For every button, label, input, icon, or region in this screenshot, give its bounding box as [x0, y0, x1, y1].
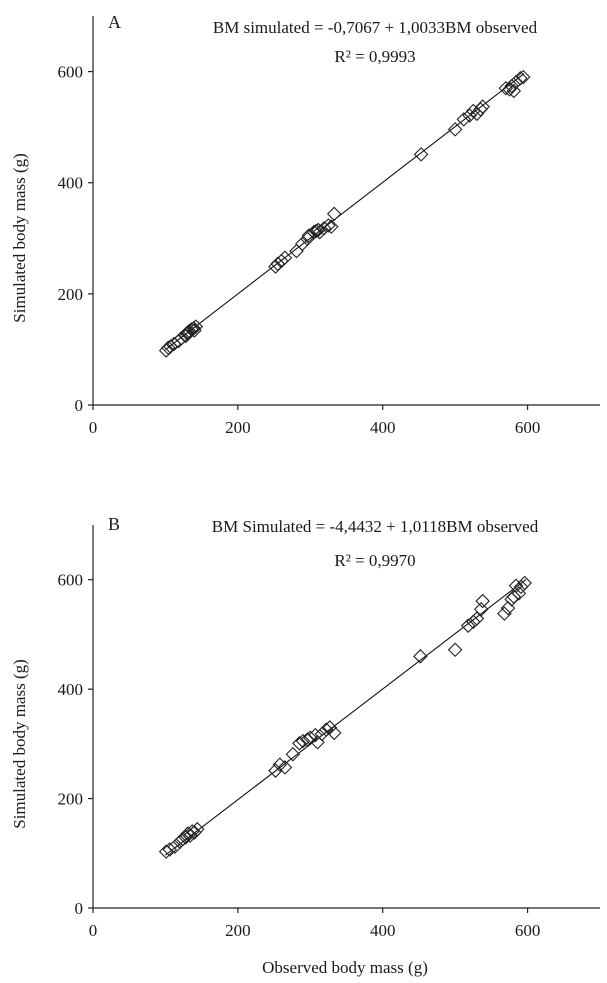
panel-a-y-tick-label: 600 — [58, 63, 84, 82]
panel-a: A BM simulated = -0,7067 + 1,0033BM obse… — [10, 12, 600, 437]
panel-b-trendline — [165, 578, 527, 856]
panel-b-data-point — [272, 757, 288, 772]
panel-a-data-point — [475, 99, 490, 114]
panel-a-y-axis-label: Simulated body mass (g) — [10, 153, 29, 323]
panel-a-y-tick-label: 400 — [58, 174, 84, 193]
panel-b-r2: R² = 0,9970 — [334, 551, 415, 570]
panel-b-equation: BM Simulated = -4,4432 + 1,0118BM observ… — [212, 517, 539, 536]
panel-a-data-point — [513, 70, 528, 86]
panel-b-x-tick-label: 600 — [515, 921, 541, 940]
panel-b-data-point — [292, 736, 307, 751]
panel-a-data-point — [515, 69, 531, 85]
panel-b-data-point — [517, 575, 532, 591]
panel-a-equation: BM simulated = -0,7067 + 1,0033BM observ… — [213, 18, 538, 37]
panel-a-data-point — [504, 78, 519, 94]
panel-b-data-point — [190, 821, 205, 837]
panel-a-data-point — [277, 250, 293, 266]
panel-a-label: A — [108, 12, 121, 32]
panel-b-data-point — [504, 592, 519, 607]
panel-a-data-point — [161, 340, 176, 356]
panel-b-data-point — [277, 760, 293, 775]
panel-a-x-tick-label: 400 — [370, 418, 396, 437]
panel-a-data-point — [289, 243, 304, 259]
panel-b-data-point — [172, 834, 188, 850]
panel-b-x-tick-label: 200 — [225, 921, 251, 940]
panel-a-data-point — [188, 319, 204, 334]
panel-a-data-point — [473, 102, 488, 117]
panel-a-plot-area: 0 200 400 600 0 200 400 600 — [58, 16, 600, 437]
panel-b-x-axis-label: Observed body mass (g) — [262, 958, 428, 977]
panel-a-data-point — [321, 218, 336, 233]
panel-a-data-point — [178, 328, 193, 344]
panel-b-y-tick-label: 400 — [58, 680, 84, 699]
panel-b-data-point — [167, 839, 183, 854]
panel-a-data-point — [326, 206, 342, 222]
panel-a-data-point — [462, 108, 477, 123]
panel-b-data-point — [513, 579, 529, 595]
panel-a-data-point — [301, 228, 317, 243]
panel-a-y-tick-label: 200 — [58, 285, 84, 304]
panel-b-data-point — [447, 642, 463, 658]
panel-b-x-tick-label: 0 — [89, 921, 98, 940]
panel-b-data-point — [182, 828, 198, 844]
panel-a-x-tick-label: 600 — [515, 418, 541, 437]
panel-b-data-point — [187, 825, 202, 840]
panel-b-label: B — [108, 514, 120, 534]
panel-b-data-point — [326, 725, 342, 741]
panel-a-r2: R² = 0,9993 — [334, 47, 415, 66]
panel-a-x-tick-label: 0 — [89, 418, 98, 437]
panel-a-y-tick-label: 0 — [75, 396, 84, 415]
panel-b-data-point — [473, 601, 489, 617]
panel-b-x-tick-label: 400 — [370, 921, 396, 940]
panel-b-data-point — [413, 649, 428, 664]
panel-b-data-point — [184, 824, 200, 839]
panel-a-data-point — [187, 323, 202, 338]
panel-a-data-point — [324, 219, 339, 234]
panel-a-data-point — [306, 224, 322, 240]
panel-a-data-point — [506, 83, 522, 99]
panel-a-data-point — [465, 103, 481, 119]
panel-a-data-point — [295, 236, 310, 252]
panel-b-data-point — [465, 614, 481, 630]
panel-b-data-point — [162, 842, 178, 857]
panel-a-data-point — [447, 122, 463, 137]
panel-b-data-point — [506, 589, 522, 604]
panel-a-data-point — [413, 147, 429, 162]
panel-a-data-point — [274, 253, 289, 269]
panel-b-y-axis-label: Simulated body mass (g) — [10, 659, 29, 829]
panel-b: B BM Simulated = -4,4432 + 1,0118BM obse… — [10, 514, 600, 977]
panel-a-x-tick-label: 200 — [225, 418, 251, 437]
panel-b-data-point — [460, 618, 476, 633]
panel-b-data-point — [508, 578, 524, 594]
panel-b-data-point — [500, 600, 516, 616]
panel-b-data-point — [285, 746, 301, 762]
panel-b-data-point — [475, 593, 490, 609]
panel-a-data-point — [316, 221, 332, 236]
panel-a-data-point — [312, 224, 327, 240]
panel-a-data-point — [456, 112, 472, 127]
panel-b-plot-area: 0 200 400 600 0 200 400 600 — [58, 525, 600, 940]
panel-b-data-point — [175, 831, 191, 847]
panel-a-data-point — [180, 324, 196, 340]
panel-b-data-point — [303, 730, 318, 746]
panel-b-data-point — [322, 720, 338, 735]
panel-a-trendline — [165, 73, 525, 351]
panel-a-data-point — [308, 223, 324, 239]
panel-b-data-point — [318, 722, 334, 737]
panel-b-data-point — [497, 606, 512, 621]
panel-b-data-point — [308, 727, 323, 743]
panel-b-y-tick-label: 0 — [75, 899, 84, 918]
panel-b-y-tick-label: 600 — [58, 571, 84, 590]
panel-b-y-tick-label: 200 — [58, 790, 84, 809]
panel-b-data-point — [295, 733, 311, 749]
panel-b-data-point — [314, 726, 330, 742]
panel-a-data-point — [498, 80, 514, 96]
